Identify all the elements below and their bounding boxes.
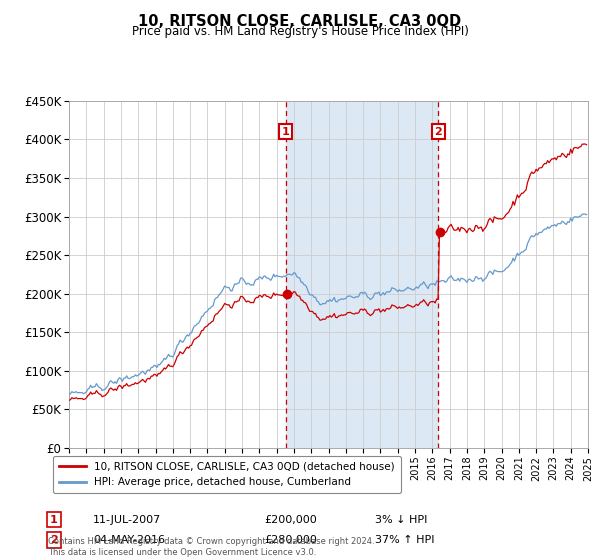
Text: 1: 1 xyxy=(282,127,290,137)
Text: Price paid vs. HM Land Registry's House Price Index (HPI): Price paid vs. HM Land Registry's House … xyxy=(131,25,469,38)
Text: 2: 2 xyxy=(434,127,442,137)
Text: 2: 2 xyxy=(50,535,58,545)
Text: £280,000: £280,000 xyxy=(264,535,317,545)
Text: £200,000: £200,000 xyxy=(264,515,317,525)
Text: 11-JUL-2007: 11-JUL-2007 xyxy=(93,515,161,525)
Text: Contains HM Land Registry data © Crown copyright and database right 2024.
This d: Contains HM Land Registry data © Crown c… xyxy=(48,537,374,557)
Text: 10, RITSON CLOSE, CARLISLE, CA3 0QD: 10, RITSON CLOSE, CARLISLE, CA3 0QD xyxy=(139,14,461,29)
Legend: 10, RITSON CLOSE, CARLISLE, CA3 0QD (detached house), HPI: Average price, detach: 10, RITSON CLOSE, CARLISLE, CA3 0QD (det… xyxy=(53,456,401,493)
Text: 37% ↑ HPI: 37% ↑ HPI xyxy=(375,535,434,545)
Text: 3% ↓ HPI: 3% ↓ HPI xyxy=(375,515,427,525)
Text: 1: 1 xyxy=(50,515,58,525)
Bar xyxy=(286,101,438,448)
Text: 04-MAY-2016: 04-MAY-2016 xyxy=(93,535,165,545)
